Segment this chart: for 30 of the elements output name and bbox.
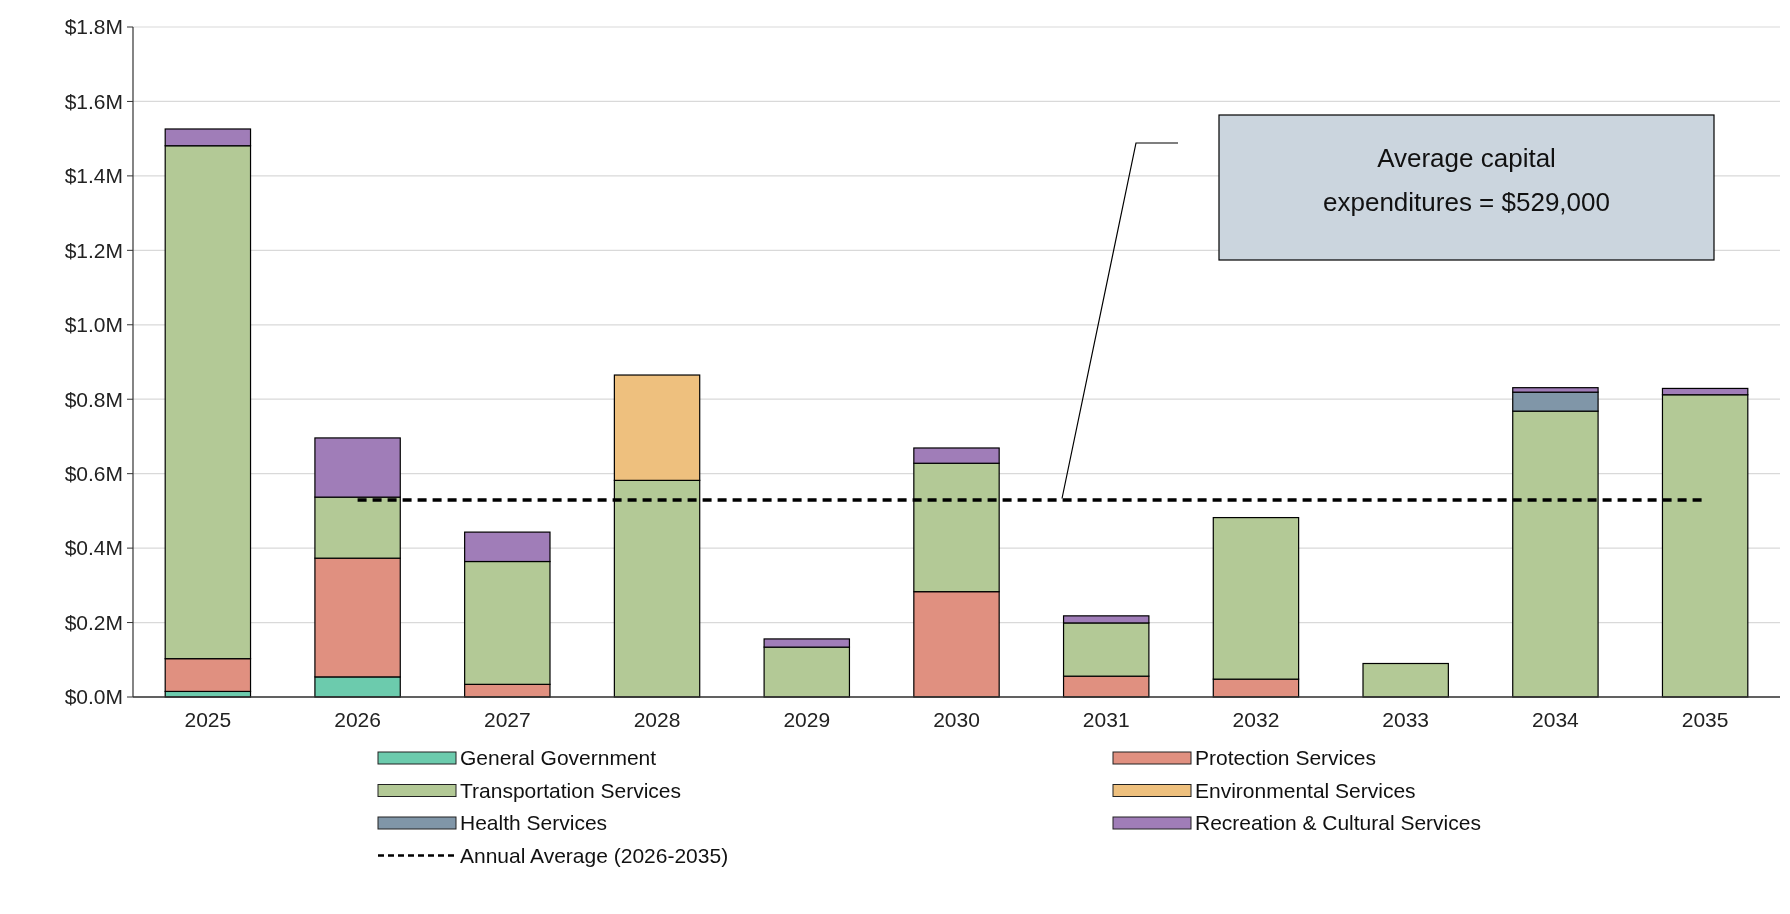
x-tick-label: 2029 bbox=[783, 708, 831, 731]
y-tick-label: $1.0M bbox=[64, 313, 123, 337]
x-tick-label: 2030 bbox=[933, 708, 980, 731]
y-tick-label: $1.2M bbox=[64, 238, 123, 262]
y-tick-label: $0.6M bbox=[64, 462, 123, 486]
y-tick-label: $0.4M bbox=[64, 536, 123, 560]
x-tick-label: 2027 bbox=[483, 708, 531, 731]
y-tick-label: $0.8M bbox=[64, 387, 123, 411]
y-tick-label: $0.0M bbox=[64, 685, 123, 709]
legend-label: Recreation & Cultural Services bbox=[1195, 811, 1481, 835]
y-tick-label: $0.2M bbox=[64, 610, 123, 634]
x-tick-label: 2032 bbox=[1232, 708, 1280, 731]
legend-label: Annual Average (2026-2035) bbox=[460, 843, 729, 867]
x-tick-label: 2026 bbox=[334, 708, 381, 731]
y-tick-label: $1.8M bbox=[64, 15, 123, 39]
x-tick-label: 2033 bbox=[1382, 708, 1430, 731]
bar bbox=[1362, 662, 1449, 698]
legend-label: Health Services bbox=[460, 811, 608, 835]
x-tick-label: 2034 bbox=[1532, 708, 1580, 731]
legend-label: Environmental Services bbox=[1195, 778, 1416, 802]
x-tick-label: 2035 bbox=[1681, 708, 1729, 731]
y-tick-label: $1.6M bbox=[64, 89, 123, 113]
x-tick-label: 2028 bbox=[633, 708, 681, 731]
y-tick-label: $1.4M bbox=[64, 164, 123, 188]
legend-label: General Government bbox=[460, 746, 657, 770]
annotation: Average capital expenditures = $529,000 bbox=[1323, 143, 1610, 217]
x-tick-label: 2025 bbox=[184, 708, 232, 731]
legend-label: Transportation Services bbox=[460, 778, 681, 802]
legend-label: Protection Services bbox=[1195, 746, 1376, 770]
x-tick-label: 2031 bbox=[1082, 708, 1130, 731]
